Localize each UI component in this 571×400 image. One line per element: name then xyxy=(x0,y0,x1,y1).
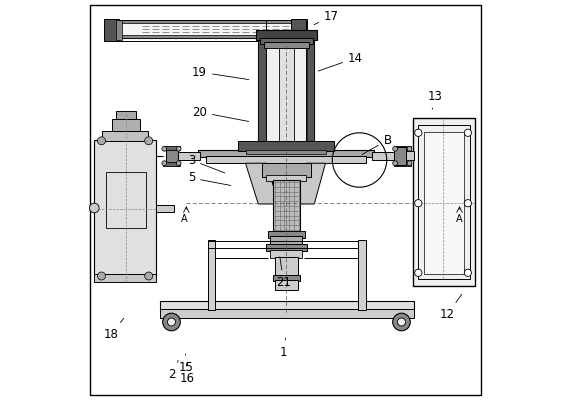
Bar xyxy=(307,38,314,152)
Bar xyxy=(159,301,413,310)
Polygon shape xyxy=(246,163,279,204)
Circle shape xyxy=(407,161,412,166)
Bar xyxy=(266,42,306,148)
Circle shape xyxy=(464,129,472,136)
Text: 21: 21 xyxy=(276,257,291,288)
Bar xyxy=(266,244,307,251)
Text: 2: 2 xyxy=(168,360,178,380)
Circle shape xyxy=(393,146,397,151)
Bar xyxy=(207,240,215,310)
Text: 5: 5 xyxy=(188,172,231,186)
Bar xyxy=(291,19,307,41)
Circle shape xyxy=(397,318,405,326)
Text: 12: 12 xyxy=(440,294,462,320)
Circle shape xyxy=(176,146,181,151)
Bar xyxy=(94,274,156,282)
Bar xyxy=(166,147,178,165)
Bar xyxy=(424,132,464,274)
Bar xyxy=(275,257,297,276)
Text: 17: 17 xyxy=(314,10,339,25)
Bar xyxy=(372,152,397,160)
Circle shape xyxy=(176,161,181,166)
Circle shape xyxy=(464,269,472,276)
Bar xyxy=(258,38,314,152)
Bar xyxy=(115,111,135,119)
Circle shape xyxy=(415,269,422,276)
Bar xyxy=(246,150,325,154)
Bar xyxy=(262,163,311,177)
Bar xyxy=(266,175,306,181)
Bar xyxy=(115,22,296,38)
Bar xyxy=(103,19,119,41)
Bar xyxy=(106,172,146,228)
Bar xyxy=(393,162,411,166)
Bar xyxy=(115,35,296,38)
Text: 18: 18 xyxy=(104,318,124,340)
Text: B: B xyxy=(362,134,392,155)
Circle shape xyxy=(393,161,397,166)
Circle shape xyxy=(162,161,167,166)
Bar xyxy=(156,205,174,212)
Bar xyxy=(255,30,317,40)
Bar xyxy=(358,240,365,310)
Bar xyxy=(206,156,365,163)
Circle shape xyxy=(90,203,99,213)
Bar xyxy=(102,131,148,141)
Text: 3: 3 xyxy=(188,154,225,173)
Circle shape xyxy=(415,129,422,136)
Circle shape xyxy=(393,313,411,331)
Bar xyxy=(270,236,302,245)
Bar xyxy=(111,119,139,131)
Bar xyxy=(94,140,156,276)
Circle shape xyxy=(464,200,472,207)
Bar xyxy=(174,152,200,160)
Bar xyxy=(258,38,266,152)
Text: A: A xyxy=(456,214,463,224)
Text: 16: 16 xyxy=(180,364,195,384)
Bar xyxy=(163,162,180,166)
Bar xyxy=(263,42,309,48)
Bar xyxy=(419,125,469,279)
Text: 1: 1 xyxy=(280,338,287,358)
Circle shape xyxy=(144,272,152,280)
Text: 19: 19 xyxy=(192,66,249,80)
Bar xyxy=(393,147,405,165)
Bar xyxy=(396,147,408,165)
Circle shape xyxy=(144,137,152,145)
Bar xyxy=(397,151,415,160)
Text: 15: 15 xyxy=(179,354,194,374)
Bar xyxy=(393,146,411,150)
Bar xyxy=(267,231,305,238)
Bar xyxy=(115,20,296,23)
Text: A: A xyxy=(182,214,188,224)
Bar xyxy=(159,309,413,318)
Bar xyxy=(413,118,475,286)
Text: 13: 13 xyxy=(428,90,443,109)
Polygon shape xyxy=(293,163,325,204)
Circle shape xyxy=(407,146,412,151)
Bar xyxy=(238,141,333,151)
Bar xyxy=(273,180,300,232)
Circle shape xyxy=(415,200,422,207)
Bar xyxy=(198,150,373,157)
Text: 14: 14 xyxy=(318,52,363,71)
Circle shape xyxy=(98,137,106,145)
Circle shape xyxy=(163,313,180,331)
Text: 20: 20 xyxy=(192,106,249,122)
Bar xyxy=(259,38,313,44)
Bar xyxy=(115,20,122,40)
Bar xyxy=(275,280,297,290)
Bar xyxy=(270,250,302,258)
Bar xyxy=(163,146,180,150)
Circle shape xyxy=(162,146,167,151)
Bar xyxy=(279,42,293,148)
Circle shape xyxy=(98,272,106,280)
Bar xyxy=(273,275,300,281)
Circle shape xyxy=(167,318,175,326)
